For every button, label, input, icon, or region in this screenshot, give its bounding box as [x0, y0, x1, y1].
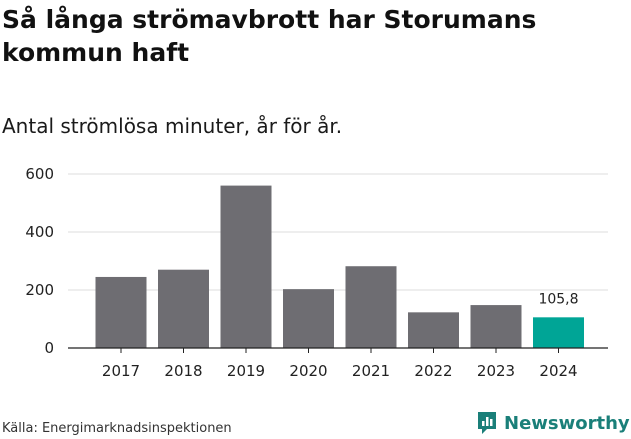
brand-name: Newsworthy: [504, 412, 630, 434]
x-tick-label: 2020: [289, 362, 327, 380]
x-tick-label: 2024: [539, 362, 577, 380]
chart-subtitle: Antal strömlösa minuter, år för år.: [2, 114, 343, 138]
chart-title: Så långa strömavbrott har Storumans komm…: [2, 5, 537, 67]
bar-2018[interactable]: [158, 269, 209, 348]
bar-2017[interactable]: [95, 276, 147, 348]
brand-logo[interactable]: Newsworthy: [476, 409, 630, 437]
x-tick-label: 2017: [102, 362, 140, 380]
bar-2019[interactable]: [220, 185, 272, 348]
x-tick-label: 2022: [414, 362, 452, 380]
newsworthy-logo-icon: [478, 412, 496, 434]
x-tick-label: 2018: [164, 362, 202, 380]
y-tick-label: 600: [25, 165, 54, 183]
data-label: 105,8: [538, 291, 578, 307]
x-tick-label: 2019: [227, 362, 265, 380]
bar-2023[interactable]: [470, 305, 522, 348]
x-tick-label: 2023: [477, 362, 515, 380]
bar-2020[interactable]: [283, 289, 334, 348]
y-tick-label: 200: [25, 281, 54, 299]
bar-2022[interactable]: [408, 312, 459, 348]
bar-chart: 105,8 0 200 400 600 2017 2018 2019 2020 2021 2022…: [25, 165, 608, 380]
source-note: Källa: Energimarknadsinspektionen: [2, 421, 232, 436]
x-tick-label: 2021: [352, 362, 390, 380]
y-tick-label: 0: [44, 339, 54, 357]
bar-2024[interactable]: [533, 317, 584, 348]
bar-2021[interactable]: [345, 266, 397, 348]
y-tick-label: 400: [25, 223, 54, 241]
